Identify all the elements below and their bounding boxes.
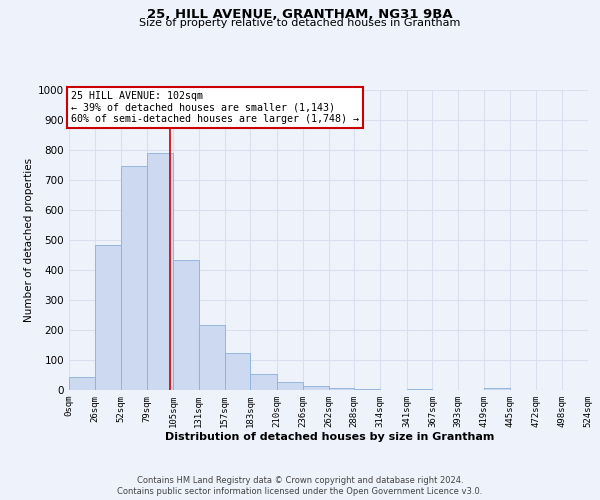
Bar [250, 374, 277, 390]
Y-axis label: Number of detached properties: Number of detached properties [24, 158, 34, 322]
Text: 25 HILL AVENUE: 102sqm
← 39% of detached houses are smaller (1,143)
60% of semi-: 25 HILL AVENUE: 102sqm ← 39% of detached… [71, 91, 359, 124]
Bar [277, 382, 303, 390]
Bar [407, 388, 433, 390]
Bar [484, 388, 510, 390]
Text: Distribution of detached houses by size in Grantham: Distribution of detached houses by size … [166, 432, 494, 442]
Bar [95, 245, 121, 390]
Text: Contains HM Land Registry data © Crown copyright and database right 2024.: Contains HM Land Registry data © Crown c… [137, 476, 463, 485]
Bar [173, 260, 199, 390]
Bar [329, 388, 354, 390]
Bar [303, 386, 329, 390]
Bar [147, 153, 173, 390]
Bar [121, 166, 147, 390]
Bar [69, 377, 95, 390]
Bar [224, 352, 250, 390]
Text: 25, HILL AVENUE, GRANTHAM, NG31 9BA: 25, HILL AVENUE, GRANTHAM, NG31 9BA [147, 8, 453, 20]
Bar [199, 324, 224, 390]
Text: Contains public sector information licensed under the Open Government Licence v3: Contains public sector information licen… [118, 488, 482, 496]
Text: Size of property relative to detached houses in Grantham: Size of property relative to detached ho… [139, 18, 461, 28]
